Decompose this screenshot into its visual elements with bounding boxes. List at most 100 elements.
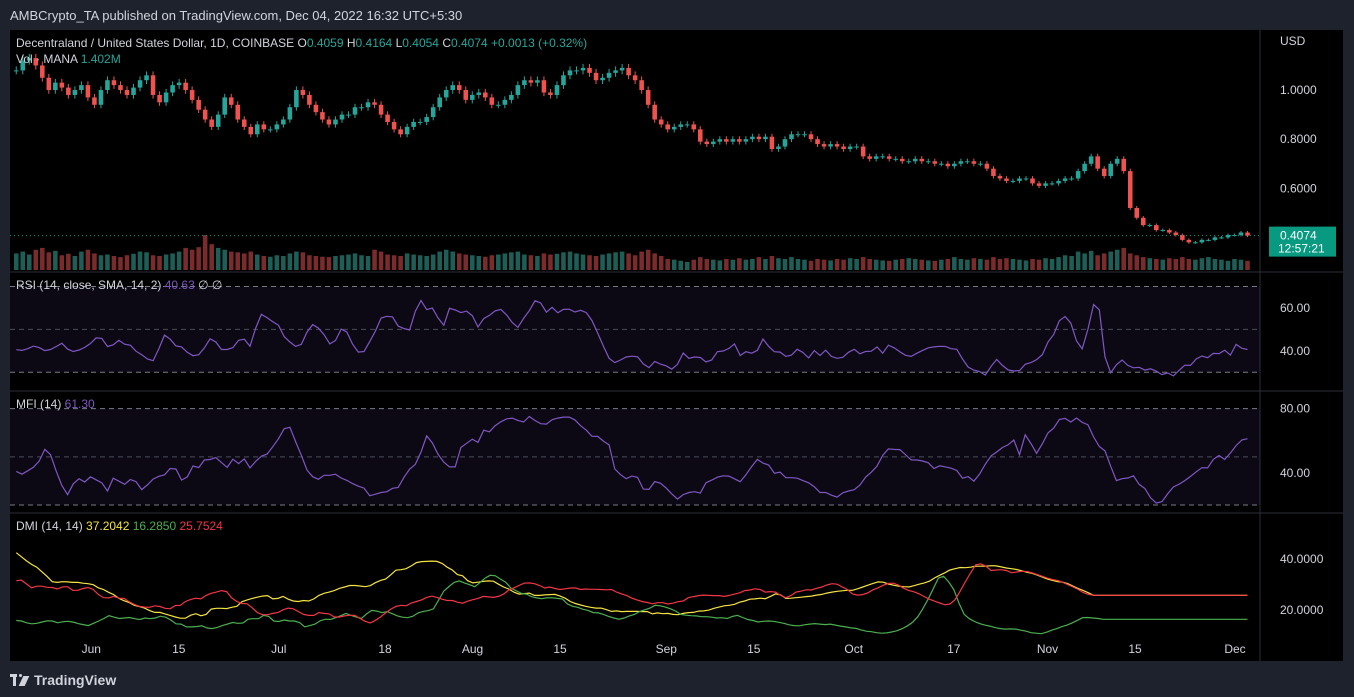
volume-bar — [241, 253, 247, 270]
volume-bar — [456, 253, 462, 270]
candle — [137, 76, 143, 92]
candle-body — [763, 136, 768, 140]
volume-bar — [118, 257, 123, 270]
volume-bar — [365, 256, 371, 270]
candle-body — [854, 146, 859, 148]
chart-frame[interactable]: 0.4074 12:57:21 USD 1.0000 0.8000 0.6000 60.00… — [10, 30, 1343, 661]
candle-body — [919, 158, 925, 162]
volume-bar — [841, 259, 846, 270]
legend-part: Decentraland / United States Dollar, 1D,… — [16, 36, 297, 50]
volume-bar — [867, 258, 872, 270]
date-tick-label: Nov — [1037, 642, 1058, 656]
volume-bar — [776, 258, 781, 270]
candle-body — [821, 144, 827, 147]
dmi-tick-label: 40.0000 — [1280, 552, 1324, 566]
candle — [717, 136, 723, 145]
candle-body — [26, 58, 32, 61]
candle — [997, 173, 1003, 181]
volume-bar — [789, 257, 794, 270]
candle-body — [606, 72, 612, 78]
candle — [144, 71, 149, 85]
candle-body — [750, 136, 755, 140]
volume-bar — [1134, 255, 1140, 270]
candle — [1030, 176, 1035, 186]
volume-bar — [26, 254, 32, 270]
candle — [939, 161, 944, 167]
candle-body — [463, 90, 469, 100]
candle — [326, 116, 332, 128]
volume-bar — [79, 251, 84, 270]
volume-bar — [411, 254, 416, 270]
volume-bar — [645, 249, 651, 270]
candle-body — [372, 102, 377, 105]
mfi-legend-part: MFI (14) — [16, 397, 65, 411]
candle — [131, 83, 136, 99]
rsi-legend-part: 40.63 — [165, 278, 198, 292]
candle — [443, 86, 449, 101]
candle-body — [398, 129, 403, 135]
candle-body — [1140, 217, 1146, 226]
dmi-tick-label: 20.0000 — [1280, 603, 1324, 617]
volume-bar — [1075, 251, 1081, 270]
mfi-tick-label: 80.00 — [1280, 402, 1310, 416]
candle — [880, 153, 885, 160]
candle-body — [1088, 156, 1094, 164]
candle-body — [1180, 234, 1185, 240]
volume-bar — [359, 255, 364, 270]
volume-bar — [46, 252, 52, 270]
candle-body — [926, 161, 931, 163]
candle-body — [53, 82, 58, 91]
volume-bar — [737, 258, 742, 270]
dmi-line-1 — [16, 574, 1248, 635]
candle — [281, 116, 286, 128]
candle-body — [1199, 239, 1205, 243]
dmi-legend-part: 25.7524 — [179, 519, 223, 533]
candle — [346, 111, 351, 118]
volume-bar — [984, 259, 990, 270]
candle — [678, 121, 684, 131]
candle — [222, 93, 227, 118]
candle — [919, 156, 925, 164]
volume-bar — [131, 253, 136, 270]
candle-body — [320, 112, 325, 120]
candle — [202, 106, 208, 123]
candle — [456, 81, 462, 94]
candle-body — [456, 85, 462, 91]
mfi-legend: MFI (14) 61.30 — [16, 397, 95, 411]
candle-body — [776, 146, 781, 149]
volume-bar — [502, 253, 508, 270]
candle-body — [124, 90, 130, 95]
volume-bar — [378, 251, 384, 270]
candle — [1062, 176, 1068, 184]
candle-body — [737, 139, 742, 142]
candle — [509, 91, 514, 104]
candle — [711, 138, 716, 147]
candle-body — [613, 70, 618, 73]
volume-bar — [893, 259, 898, 270]
volume-bar — [92, 253, 97, 270]
candle — [1173, 230, 1179, 237]
volume-bar — [339, 255, 345, 270]
candle-body — [1023, 178, 1029, 180]
date-tick-label: 15 — [747, 642, 761, 656]
volume-bar — [554, 253, 560, 270]
candle-body — [365, 102, 371, 108]
candle — [215, 111, 221, 131]
candle — [1199, 238, 1205, 244]
candle — [411, 118, 416, 131]
candle — [111, 76, 117, 89]
volume-bar — [417, 255, 423, 270]
volume-bar — [483, 256, 488, 270]
candle — [268, 126, 273, 133]
candle — [1121, 156, 1127, 174]
candle-body — [183, 82, 188, 91]
candle-body — [528, 80, 534, 83]
tradingview-logo[interactable]: TradingView — [10, 672, 116, 688]
candle-body — [711, 141, 716, 145]
candle-body — [1186, 239, 1192, 243]
chart-svg[interactable]: 0.407412:57:21USD1.00000.80000.600060.00… — [10, 30, 1343, 661]
candle-body — [1238, 232, 1244, 235]
candle — [1017, 176, 1022, 184]
candle — [183, 78, 188, 94]
candle-body — [756, 136, 762, 140]
